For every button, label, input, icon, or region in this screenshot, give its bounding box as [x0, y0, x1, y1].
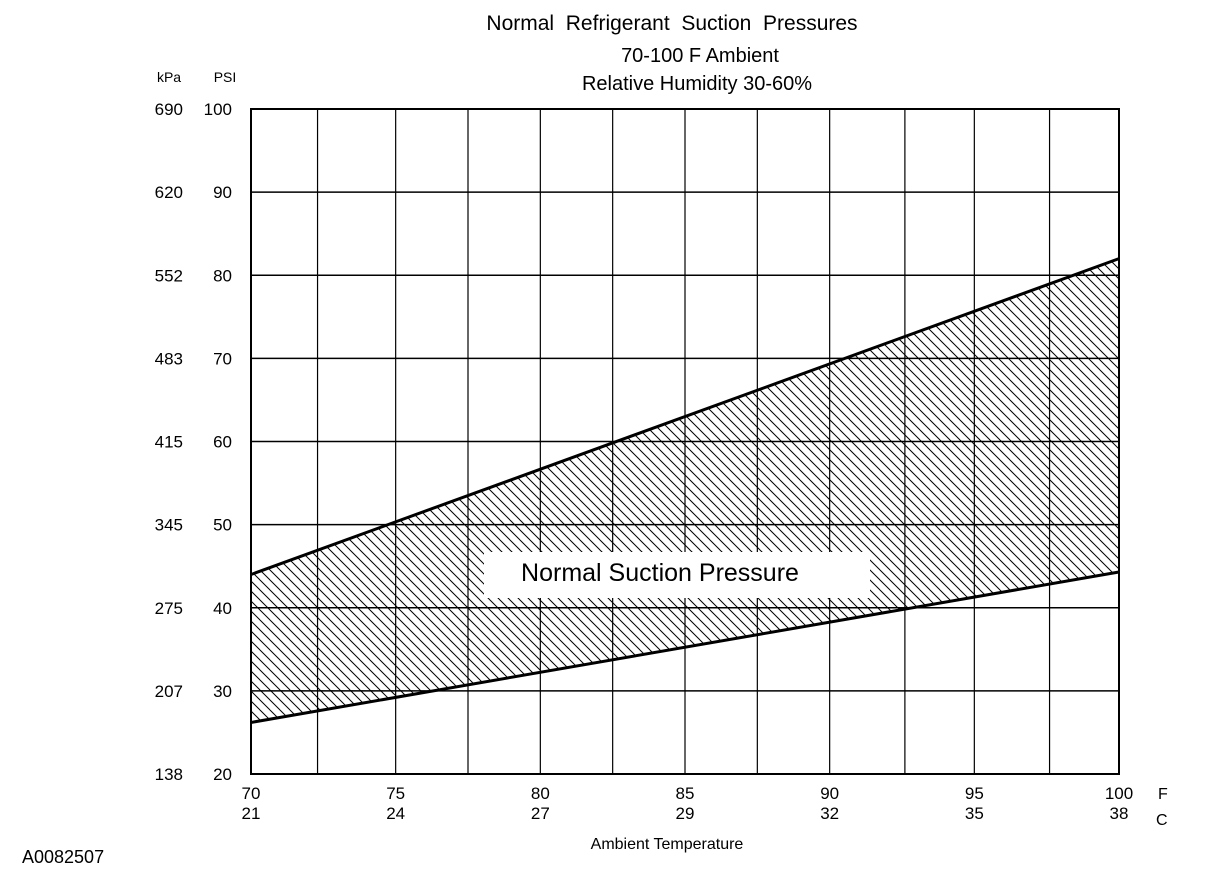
x-tick-label-c: 32 — [820, 804, 839, 823]
y-unit-psi: PSI — [214, 69, 237, 85]
x-tick-label-c: 24 — [386, 804, 405, 823]
y-tick-label-psi: 70 — [213, 349, 232, 368]
plot-frame — [250, 108, 1120, 775]
x-tick-label-c: 38 — [1110, 804, 1129, 823]
y-tick-label-kpa: 552 — [155, 266, 183, 285]
x-tick-label-c: 29 — [676, 804, 695, 823]
figure-code: A0082507 — [22, 847, 104, 867]
lower-bound-line — [250, 570, 1120, 724]
x-tick-label-f: 100 — [1105, 784, 1133, 803]
x-tick-label-f: 90 — [820, 784, 839, 803]
y-tick-label-psi: 100 — [204, 100, 232, 119]
x-tick-label-f: 70 — [242, 784, 261, 803]
band-label: Normal Suction Pressure — [521, 559, 799, 587]
x-unit-f: F — [1158, 786, 1168, 803]
y-tick-label-kpa: 415 — [155, 433, 183, 452]
y-tick-label-psi: 80 — [213, 266, 232, 285]
chart-title: Normal Refrigerant Suction Pressures — [486, 12, 857, 35]
y-tick-label-kpa: 483 — [155, 349, 183, 368]
y-tick-label-psi: 30 — [213, 682, 232, 701]
y-tick-label-kpa: 207 — [155, 682, 183, 701]
y-tick-label-psi: 20 — [213, 765, 232, 784]
y-tick-label-psi: 90 — [213, 183, 232, 202]
y-tick-label-psi: 60 — [213, 433, 232, 452]
band-label-background — [484, 552, 870, 598]
y-tick-label-kpa: 345 — [155, 516, 183, 535]
y-tick-label-kpa: 275 — [155, 599, 183, 618]
y-tick-label-psi: 50 — [213, 516, 232, 535]
x-axis-label: Ambient Temperature — [591, 836, 744, 853]
x-tick-label-f: 80 — [531, 784, 550, 803]
y-tick-labels: 20 138 30 207 40 275 50 345 60 415 70 483 80 552 90 620… — [155, 100, 232, 784]
x-tick-label-c: 27 — [531, 804, 550, 823]
x-tick-label-f: 85 — [676, 784, 695, 803]
x-tick-label-f: 95 — [965, 784, 984, 803]
x-tick-label-c: 21 — [242, 804, 261, 823]
x-tick-label-f: 75 — [386, 784, 405, 803]
y-tick-label-kpa: 690 — [155, 100, 183, 119]
y-tick-label-kpa: 138 — [155, 765, 183, 784]
y-tick-label-kpa: 620 — [155, 183, 183, 202]
upper-bound-line — [250, 257, 1120, 576]
chart-subtitle-humidity: Relative Humidity 30-60% — [582, 73, 812, 95]
y-unit-kpa: kPa — [157, 69, 181, 85]
x-unit-c: C — [1156, 812, 1168, 829]
chart-subtitle-ambient: 70-100 F Ambient — [621, 45, 779, 67]
x-tick-label-c: 35 — [965, 804, 984, 823]
y-tick-label-psi: 40 — [213, 599, 232, 618]
